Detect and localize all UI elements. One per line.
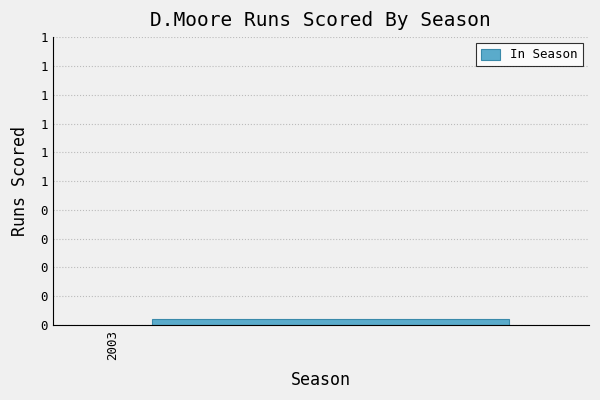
Legend: In Season: In Season (476, 44, 583, 66)
Y-axis label: Runs Scored: Runs Scored (11, 126, 29, 236)
Title: D.Moore Runs Scored By Season: D.Moore Runs Scored By Season (151, 11, 491, 30)
FancyBboxPatch shape (152, 319, 509, 325)
X-axis label: Season: Season (291, 371, 351, 389)
